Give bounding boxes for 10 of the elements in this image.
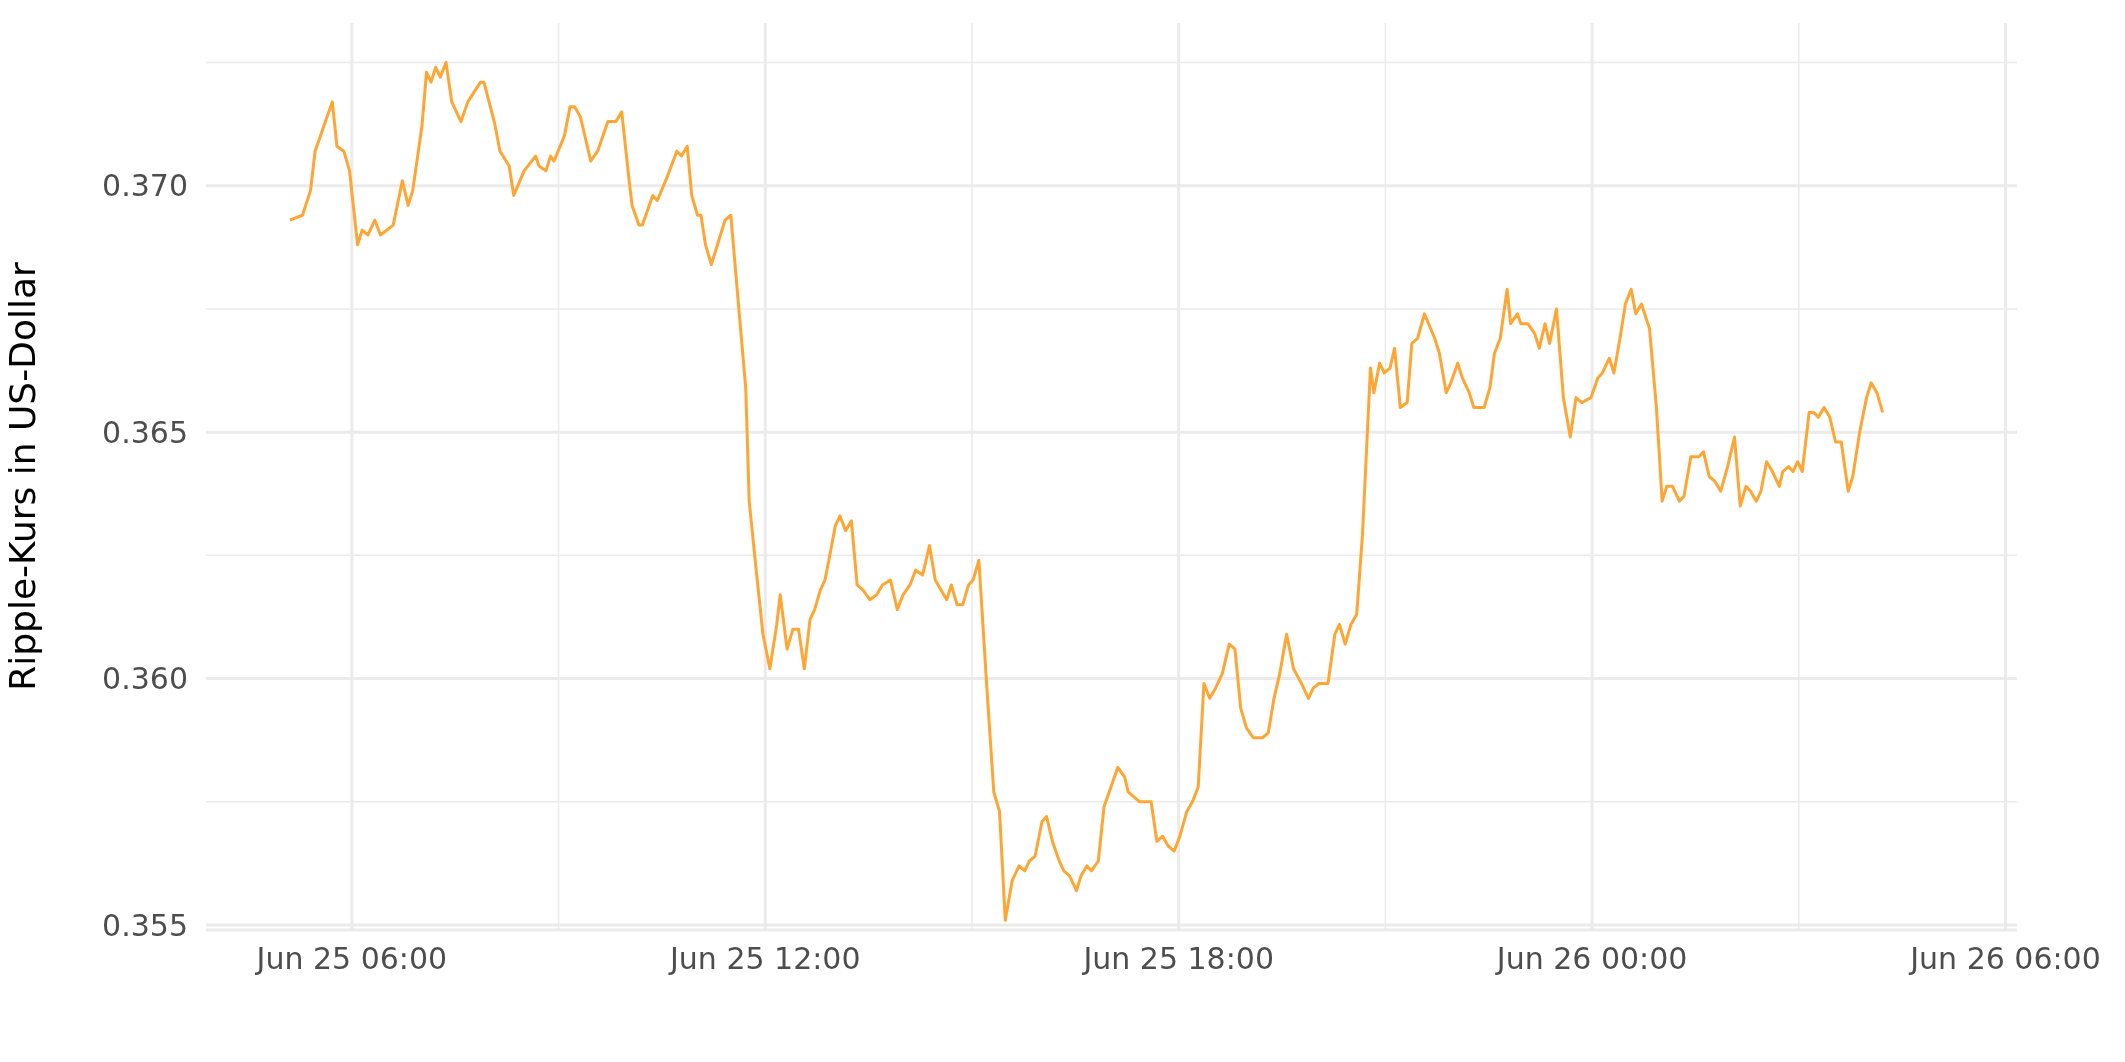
x-tick-label: Jun 26 00:00 xyxy=(1494,941,1688,977)
y-axis-title: Ripple-Kurs in US-Dollar xyxy=(1,262,43,691)
y-tick-label: 0.360 xyxy=(102,661,188,697)
y-tick-label: 0.370 xyxy=(102,168,188,204)
x-tick-label: Jun 25 12:00 xyxy=(667,941,861,977)
y-tick-label: 0.365 xyxy=(102,414,188,450)
y-tick-label: 0.355 xyxy=(102,907,188,943)
x-tick-label: Jun 26 06:00 xyxy=(1908,941,2101,977)
x-tick-label: Jun 25 06:00 xyxy=(254,941,448,977)
x-tick-label: Jun 25 18:00 xyxy=(1081,941,1274,977)
